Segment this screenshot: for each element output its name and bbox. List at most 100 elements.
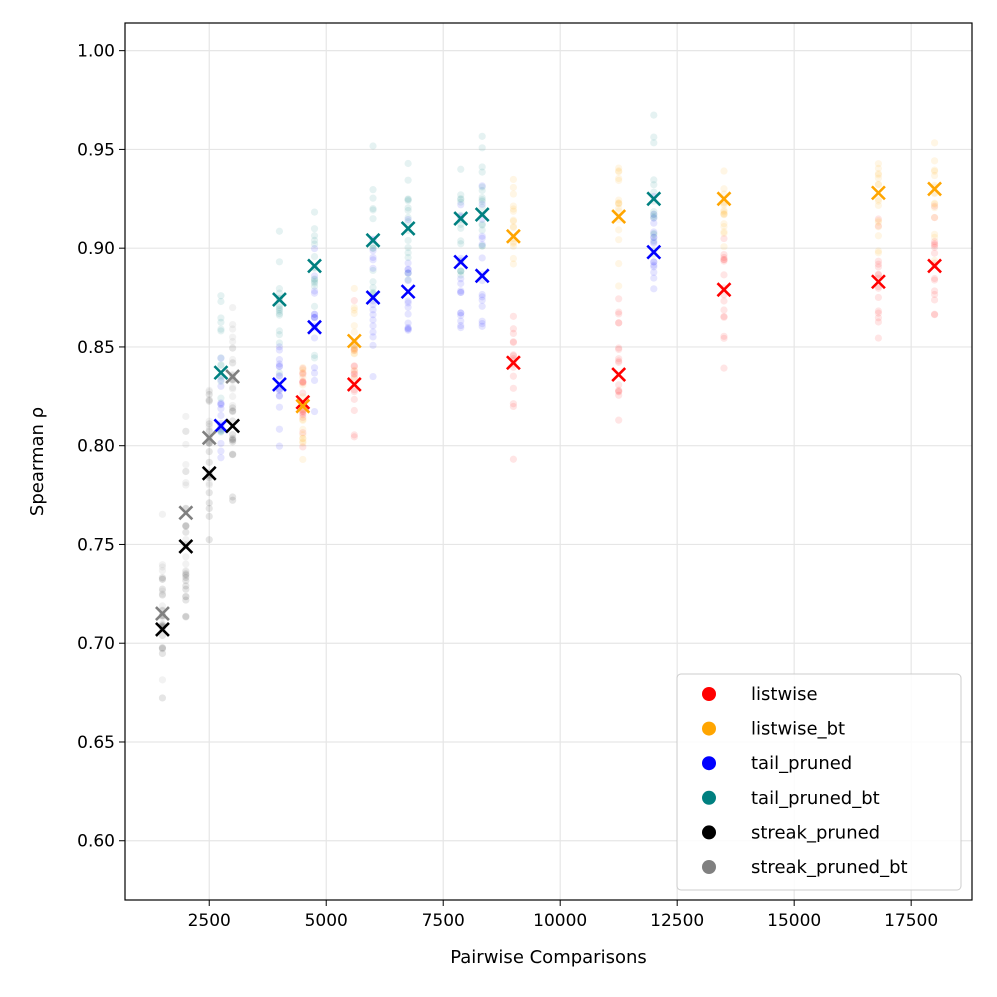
raw-point-tail_pruned_bt xyxy=(457,191,465,199)
raw-point-listwise xyxy=(874,263,883,271)
raw-point-tail_pruned xyxy=(650,258,658,266)
raw-point-streak_pruned_bt xyxy=(182,481,190,489)
raw-point-listwise xyxy=(509,338,518,346)
mean-marker-tail_pruned xyxy=(307,319,322,335)
raw-point-tail_pruned_bt xyxy=(478,163,486,171)
raw-point-listwise xyxy=(930,249,939,257)
raw-point-streak_pruned xyxy=(205,458,213,466)
raw-point-streak_pruned xyxy=(182,576,190,585)
raw-point-tail_pruned xyxy=(217,401,225,409)
y-tick-label: 0.65 xyxy=(77,733,115,753)
mean-markers xyxy=(155,181,942,637)
raw-point-streak_pruned xyxy=(182,613,190,621)
raw-point-listwise xyxy=(930,202,939,210)
raw-point-tail_pruned xyxy=(650,219,658,227)
raw-point-listwise xyxy=(299,389,307,397)
raw-point-streak_pruned_bt xyxy=(205,426,213,434)
raw-point-streak_pruned_bt xyxy=(158,590,167,598)
raw-point-listwise xyxy=(615,344,623,352)
raw-point-listwise xyxy=(299,378,307,386)
raw-point-tail_pruned xyxy=(404,276,412,285)
raw-point-tail_pruned xyxy=(369,372,377,381)
raw-point-listwise_bt xyxy=(509,239,518,248)
raw-point-listwise xyxy=(509,372,518,380)
mean-marker-listwise xyxy=(295,394,311,410)
raw-point-listwise xyxy=(615,355,623,363)
raw-point-listwise xyxy=(615,319,623,327)
raw-point-tail_pruned xyxy=(275,425,284,433)
raw-point-tail_pruned_bt xyxy=(457,267,465,275)
raw-point-tail_pruned xyxy=(650,263,658,271)
raw-point-tail_pruned xyxy=(369,341,377,349)
raw-point-listwise_bt xyxy=(350,343,358,351)
raw-point-tail_pruned_bt xyxy=(310,236,319,245)
raw-point-tail_pruned_bt xyxy=(457,271,465,279)
raw-point-tail_pruned xyxy=(275,360,284,368)
raw-point-tail_pruned xyxy=(404,325,412,333)
raw-point-tail_pruned xyxy=(457,287,465,295)
raw-point-streak_pruned xyxy=(229,431,237,439)
legend-box xyxy=(676,673,962,891)
raw-point-tail_pruned xyxy=(650,268,658,276)
raw-point-tail_pruned xyxy=(275,391,284,400)
raw-point-tail_pruned_bt xyxy=(275,331,284,339)
raw-point-tail_pruned xyxy=(310,313,319,321)
raw-point-listwise_bt xyxy=(874,169,883,178)
raw-point-listwise_bt xyxy=(615,174,623,183)
raw-point-listwise_bt xyxy=(615,164,623,172)
raw-point-listwise_bt xyxy=(874,180,883,188)
raw-point-listwise_bt xyxy=(930,230,939,238)
raw-point-listwise_bt xyxy=(350,303,358,312)
raw-point-tail_pruned xyxy=(478,254,486,262)
legend-label-listwise: listwise xyxy=(751,684,818,705)
raw-point-tail_pruned xyxy=(217,405,225,413)
y-tick-label: 0.85 xyxy=(77,338,115,358)
raw-point-listwise_bt xyxy=(874,174,883,182)
raw-point-tail_pruned xyxy=(478,320,486,328)
raw-point-tail_pruned xyxy=(457,288,465,296)
raw-point-tail_pruned_bt xyxy=(650,181,658,189)
raw-point-tail_pruned xyxy=(404,269,412,277)
mean-marker-streak_pruned_bt xyxy=(178,505,194,521)
raw-point-streak_pruned_bt xyxy=(205,423,213,431)
raw-point-streak_pruned xyxy=(158,644,167,652)
mean-marker-listwise_bt xyxy=(927,181,942,197)
raw-point-tail_pruned_bt xyxy=(650,210,658,218)
raw-point-listwise_bt xyxy=(720,210,728,218)
raw-point-listwise xyxy=(874,334,883,342)
raw-point-listwise_bt xyxy=(350,349,358,357)
raw-point-tail_pruned xyxy=(404,326,412,334)
raw-point-listwise_bt xyxy=(299,431,307,439)
raw-point-tail_pruned xyxy=(457,311,465,320)
raw-point-tail_pruned_bt xyxy=(478,193,486,202)
raw-point-tail_pruned_bt xyxy=(478,197,486,205)
raw-point-tail_pruned xyxy=(478,317,486,325)
raw-point-listwise xyxy=(930,296,939,304)
mean-marker-tail_pruned_bt xyxy=(646,191,662,207)
raw-point-listwise_bt xyxy=(874,195,883,203)
mean-marker-streak_pruned_bt xyxy=(225,369,241,384)
raw-point-tail_pruned xyxy=(310,314,319,322)
raw-point-listwise_bt xyxy=(720,185,728,193)
mean-marker-listwise_bt xyxy=(611,209,627,224)
raw-point-streak_pruned_bt xyxy=(182,560,190,568)
raw-point-tail_pruned xyxy=(404,325,412,333)
raw-point-tail_pruned_bt xyxy=(404,253,412,262)
raw-point-listwise_bt xyxy=(720,201,728,209)
raw-point-listwise xyxy=(874,284,883,292)
raw-point-listwise_bt xyxy=(615,204,623,212)
raw-point-listwise_bt xyxy=(874,249,883,257)
raw-point-tail_pruned_bt xyxy=(275,311,284,319)
raw-point-listwise xyxy=(299,379,307,387)
raw-point-listwise_bt xyxy=(299,435,307,443)
raw-point-tail_pruned_bt xyxy=(310,225,319,233)
raw-point-streak_pruned xyxy=(158,643,167,652)
raw-point-listwise xyxy=(874,270,883,278)
raw-point-tail_pruned xyxy=(369,311,377,319)
raw-point-streak_pruned_bt xyxy=(229,333,237,341)
raw-point-tail_pruned_bt xyxy=(478,220,486,228)
y-tick-label: 0.75 xyxy=(77,535,115,555)
raw-point-listwise xyxy=(615,391,623,399)
mean-marker-tail_pruned xyxy=(474,268,490,284)
grid-lines xyxy=(125,23,972,900)
